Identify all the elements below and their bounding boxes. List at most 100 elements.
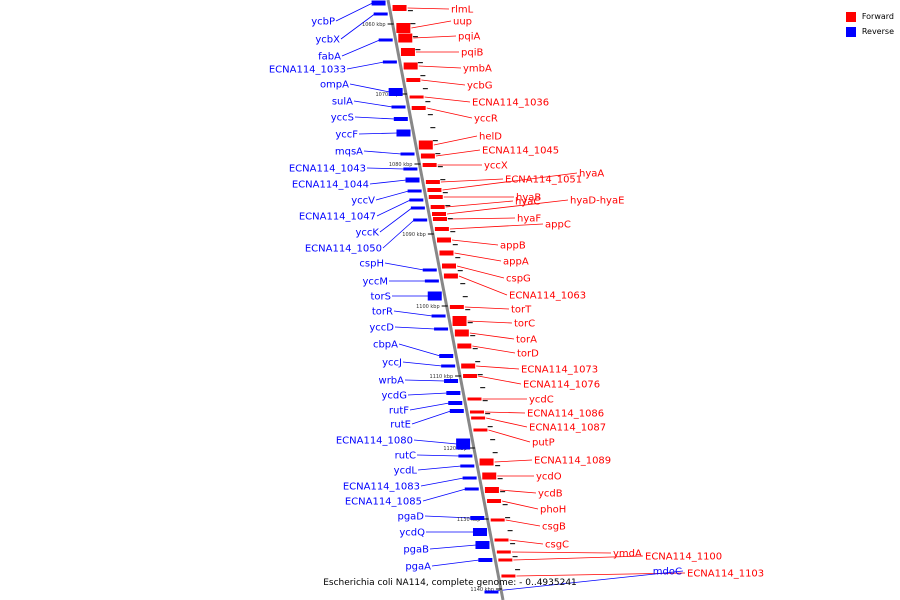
reverse-gene-label: torS <box>371 292 392 303</box>
reverse-gene-label: yccV <box>351 196 375 207</box>
position-marker <box>447 218 453 220</box>
reverse-gene-label: yccS <box>331 113 354 124</box>
reverse-gene-block <box>400 152 415 156</box>
forward-leader-line <box>464 306 510 310</box>
forward-leader-line <box>472 345 516 354</box>
position-marker <box>452 244 458 246</box>
genome-backbone <box>386 0 505 600</box>
forward-gene-block <box>396 23 411 33</box>
position-marker <box>422 88 428 90</box>
position-marker <box>495 465 501 467</box>
forward-leader-line <box>454 252 502 262</box>
reverse-gene-block <box>434 327 449 331</box>
reverse-gene-label: rutF <box>389 406 409 417</box>
reverse-leader-line <box>375 190 409 201</box>
forward-leader-line <box>421 79 466 86</box>
reverse-gene-block <box>422 268 437 272</box>
reverse-gene-block <box>458 454 473 458</box>
forward-gene-label: torD <box>517 349 539 360</box>
reverse-gene-label: pgaA <box>405 562 431 573</box>
position-marker <box>502 504 508 506</box>
forward-gene-label: ECNA114_1045 <box>482 146 559 157</box>
reverse-gene-label: cbpA <box>373 340 398 351</box>
forward-gene-block <box>482 472 497 480</box>
forward-gene-block <box>469 410 484 414</box>
reverse-gene-block <box>371 0 386 6</box>
reverse-gene-block <box>448 401 463 405</box>
reverse-leader-line <box>335 2 373 22</box>
reverse-leader-line <box>431 559 480 567</box>
forward-gene-label: appB <box>500 241 526 252</box>
reverse-gene-block <box>378 38 393 42</box>
forward-gene-block <box>463 374 478 378</box>
reverse-gene-block <box>456 438 471 450</box>
reverse-gene-block <box>424 279 439 283</box>
forward-leader-line <box>435 149 481 157</box>
reverse-gene-block <box>439 354 454 358</box>
forward-gene-block <box>422 163 437 167</box>
position-marker <box>492 452 498 454</box>
forward-gene-label: ycdO <box>536 472 562 483</box>
position-marker <box>500 491 506 493</box>
forward-gene-block <box>409 95 424 99</box>
forward-gene-block <box>467 397 482 401</box>
forward-gene-label: ECNA114_1073 <box>521 365 598 376</box>
reverse-leader-line <box>485 570 684 593</box>
reverse-leader-line <box>369 179 407 185</box>
forward-gene-block <box>473 428 488 432</box>
reverse-gene-block <box>441 364 456 368</box>
reverse-gene-label: ycdL <box>394 466 418 477</box>
position-marker <box>410 23 416 25</box>
forward-leader-line <box>494 459 533 463</box>
forward-swatch <box>845 11 856 22</box>
reverse-gene-label: ycbP <box>311 17 335 28</box>
reverse-leader-line <box>376 199 411 217</box>
forward-gene-block <box>434 227 449 231</box>
forward-gene-label: csgB <box>542 522 566 533</box>
position-marker <box>437 166 443 168</box>
forward-gene-block <box>479 458 494 466</box>
forward-gene-label: hyaA <box>579 169 604 180</box>
position-marker <box>487 426 493 428</box>
forward-gene-block <box>432 212 447 216</box>
reverse-gene-label: wrbA <box>379 376 405 387</box>
position-marker <box>480 387 486 389</box>
forward-gene-label: ECNA114_1051 <box>505 175 582 186</box>
forward-gene-label: rlmL <box>451 5 474 16</box>
forward-gene-block <box>501 574 516 578</box>
reverse-leader-line <box>354 116 395 120</box>
forward-gene-block <box>398 33 413 43</box>
forward-gene-label: ECNA114_1063 <box>509 291 586 302</box>
reverse-gene-block <box>413 218 428 222</box>
forward-leader-line <box>446 199 569 215</box>
position-marker <box>510 543 516 545</box>
forward-leader-line <box>442 172 578 191</box>
forward-gene-block <box>432 217 447 221</box>
forward-gene-block <box>498 558 513 562</box>
reverse-gene-block <box>410 206 425 210</box>
position-marker <box>442 192 448 194</box>
forward-gene-block <box>418 140 433 150</box>
reverse-gene-block <box>470 516 485 520</box>
position-marker <box>482 400 488 402</box>
forward-gene-label: ECNA114_1089 <box>534 456 611 467</box>
forward-gene-label: ycbG <box>467 81 493 92</box>
forward-leader-line <box>484 411 526 414</box>
reverse-leader-line <box>417 465 462 471</box>
genome-title: Escherichia coli NA114, complete genome:… <box>323 578 577 588</box>
forward-leader-line <box>501 500 539 510</box>
reverse-gene-label: ECNA114_1043 <box>289 164 366 175</box>
reverse-gene-label: pgaD <box>397 512 424 523</box>
reverse-gene-label: ECNA114_1044 <box>292 180 369 191</box>
forward-leader-line <box>411 20 452 29</box>
reverse-leader-line <box>363 150 402 155</box>
reverse-gene-block <box>475 541 490 549</box>
forward-gene-label: putP <box>532 438 555 449</box>
position-marker <box>462 296 468 298</box>
position-marker <box>427 114 433 116</box>
position-marker <box>507 530 513 532</box>
reverse-leader-line <box>420 477 464 487</box>
position-marker <box>472 348 478 350</box>
position-marker <box>450 231 456 233</box>
reverse-gene-label: mqsA <box>335 147 363 158</box>
